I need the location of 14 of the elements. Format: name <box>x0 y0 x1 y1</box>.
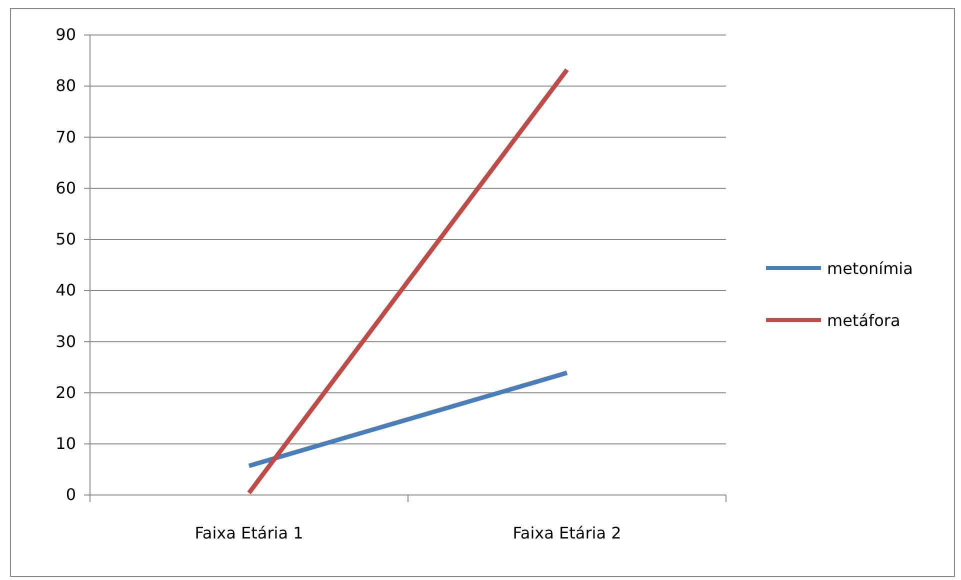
legend-label: metáfora <box>827 311 900 330</box>
x-tick-label: Faixa Etária 1 <box>194 523 304 542</box>
y-tick-label: 60 <box>56 178 76 198</box>
y-tick-label: 80 <box>56 76 76 96</box>
y-tick-label: 10 <box>56 434 76 454</box>
y-tick-label: 50 <box>56 230 76 249</box>
legend-label: metonímia <box>827 259 913 278</box>
y-tick-label: 0 <box>66 485 76 504</box>
x-tick-label: Faixa Etária 2 <box>512 523 622 542</box>
y-tick-label: 90 <box>56 25 76 44</box>
y-tick-label: 40 <box>56 280 76 300</box>
y-tick-label: 70 <box>56 127 76 146</box>
y-tick-label: 30 <box>56 332 76 351</box>
y-tick-label: 20 <box>56 382 76 402</box>
